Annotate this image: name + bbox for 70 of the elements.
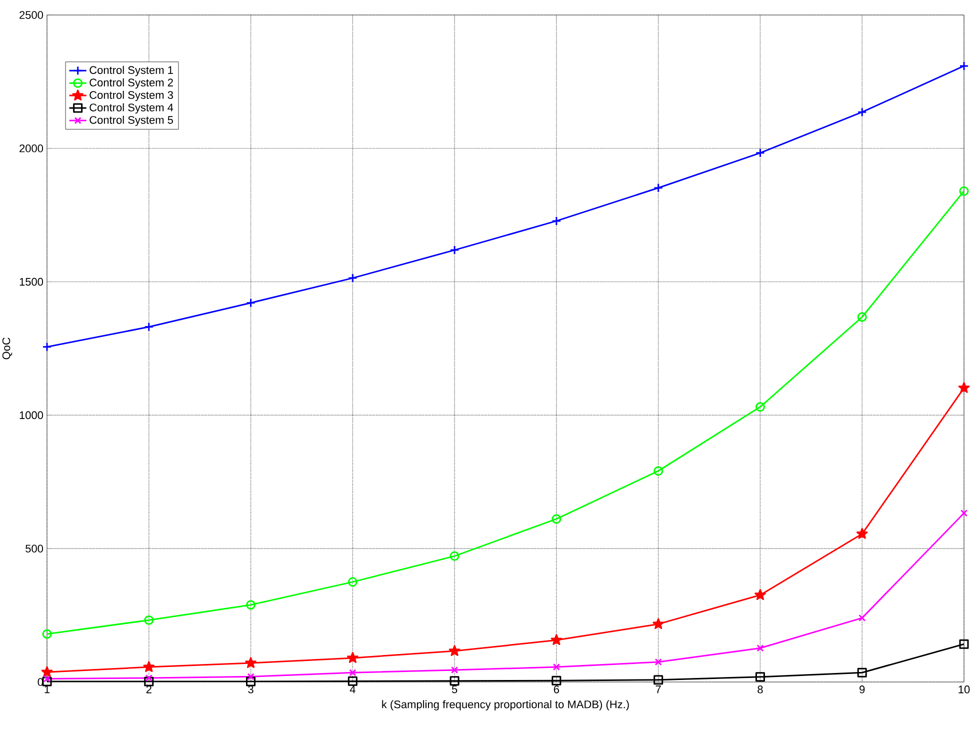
legend-label: Control System 1: [90, 66, 173, 76]
point: [858, 614, 866, 622]
point: [346, 652, 358, 663]
point: [450, 551, 460, 561]
point: [654, 183, 664, 193]
point: [448, 645, 460, 656]
point: [42, 342, 52, 352]
point: [857, 107, 867, 117]
point: [246, 298, 256, 308]
point: [856, 528, 868, 539]
point: [654, 675, 664, 685]
point: [348, 676, 358, 686]
y-tick-label: 2500: [20, 11, 44, 19]
point: [144, 615, 154, 625]
point: [43, 675, 51, 682]
y-tick-label: 1000: [20, 411, 44, 420]
point: [959, 61, 969, 71]
point: [959, 639, 969, 649]
point: [755, 672, 765, 682]
point: [857, 312, 867, 322]
point: [552, 663, 560, 671]
point: [348, 577, 358, 587]
x-tick-label: 8: [758, 686, 763, 694]
point: [145, 674, 152, 682]
point: [450, 245, 460, 255]
point: [144, 676, 154, 686]
point: [246, 600, 256, 610]
x-tick-label: 7: [656, 686, 661, 694]
point: [450, 676, 460, 686]
point: [552, 216, 562, 226]
x-tick-label: 4: [350, 686, 356, 694]
y-axis-title: QoC: [2, 338, 12, 360]
point: [247, 673, 254, 680]
point: [42, 629, 52, 639]
point: [654, 466, 664, 476]
point: [857, 668, 867, 678]
point: [756, 644, 764, 652]
point: [41, 666, 53, 678]
x-axis-title: k (Sampling frequency proportional to MADB) (Hz.): [382, 700, 629, 710]
point: [960, 510, 968, 517]
point: [755, 148, 765, 158]
point: [143, 661, 155, 672]
point: [550, 634, 562, 646]
x-tick-label: 5: [452, 686, 458, 694]
x-tick-label: 9: [860, 686, 865, 694]
point: [552, 676, 562, 686]
y-tick-label: 2000: [20, 144, 44, 152]
point: [245, 657, 256, 668]
y-tick-label: 500: [26, 544, 44, 552]
x-tick-label: 10: [958, 686, 970, 694]
point: [246, 676, 256, 686]
point: [144, 322, 154, 332]
legend-label: Control System 4: [90, 103, 174, 114]
point: [450, 666, 458, 674]
legend-label: Control System 2: [90, 78, 173, 89]
point: [754, 589, 766, 600]
legend-label: Control System 5: [90, 116, 173, 126]
point: [958, 382, 970, 393]
point: [652, 618, 664, 630]
x-tick-label: 1: [44, 686, 50, 694]
point: [349, 669, 356, 676]
point: [654, 658, 662, 666]
y-tick-label: 1500: [20, 278, 44, 286]
x-tick-label: 6: [554, 686, 560, 694]
point: [348, 273, 358, 283]
point: [959, 186, 969, 196]
legend-label: Control System 3: [90, 90, 173, 102]
point: [42, 676, 52, 686]
point: [755, 402, 765, 412]
point: [552, 514, 562, 524]
